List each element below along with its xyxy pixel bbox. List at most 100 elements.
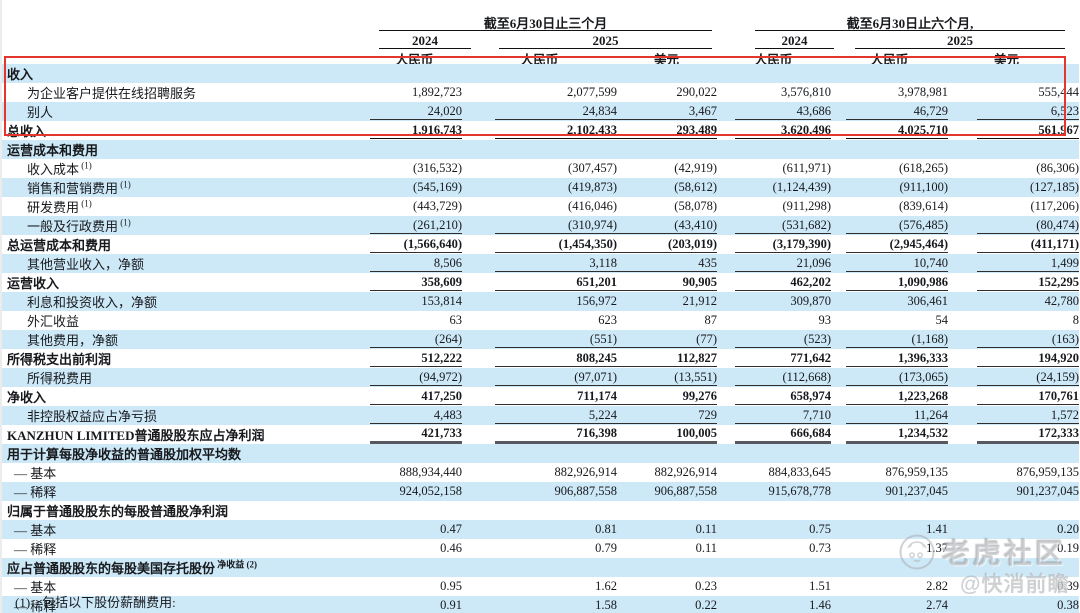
value-cell: 112,827 — [617, 349, 717, 368]
footnote-text: 包括以下股份薪酬费用: — [42, 595, 176, 610]
value-cell: 1.58 — [595, 598, 617, 612]
value-cell: 5,224 — [462, 406, 617, 425]
value-cell: 10,740 — [831, 254, 948, 273]
year-header-2024-q6: 2024 — [755, 33, 834, 49]
table-row: KANZHUN LIMITED普通股股东应占净利润 421,733 716,398 1… — [2, 425, 1079, 444]
value-cell: 924,052,158 — [399, 484, 463, 498]
value-cell: 915,678,778 — [768, 484, 832, 498]
currency-header-rmb-3: 人民币 — [754, 53, 793, 67]
value-cell: 2.74 — [926, 598, 948, 612]
currency-header-rmb-4: 人民币 — [870, 53, 909, 67]
row-label: 总收入 — [7, 124, 47, 139]
section-row: 归属于普通股股东的每股普通股净利润 — [2, 501, 1079, 520]
value-cell — [716, 140, 831, 159]
value-cell: 1.46 — [809, 598, 831, 612]
row-label: 收入成本 (1) — [27, 160, 92, 177]
table-row: 所得税费用 (94,972) (97,071) (13,551) (112,668) (1… — [2, 368, 1079, 387]
value-cell: 716,398 — [462, 425, 617, 444]
value-cell: 651,201 — [462, 273, 617, 292]
value-cell: 906,887,558 — [654, 484, 718, 498]
statement-table: 收入 为企业客户提供在线招聘服务 1,892,723 2,077,599 290,022… — [2, 64, 1079, 613]
value-cell — [948, 140, 1079, 159]
value-cell — [831, 444, 948, 463]
value-cell: 1.62 — [595, 579, 617, 593]
row-label: — 稀释 — [14, 599, 57, 613]
table-row: 其他费用，净额 (264) (551) (77) (523) (1,168) (163) — [2, 330, 1079, 349]
year-header-2024-q3: 2024 — [379, 33, 471, 49]
table-row: — 基本 0.47 0.81 0.11 0.75 1.41 0.20 — [2, 520, 1079, 539]
value-cell — [831, 64, 948, 83]
value-cell: 1,396,333 — [831, 349, 948, 368]
value-cell: 0.91 — [440, 598, 462, 612]
value-cell: 555,444 — [1038, 85, 1079, 99]
currency-header-usd-1: 美元 — [653, 53, 679, 67]
value-cell: 309,870 — [790, 294, 831, 308]
row-label: 总运营成本和费用 — [7, 238, 112, 253]
value-cell: 888,934,440 — [399, 465, 463, 479]
value-cell: 99,276 — [617, 387, 717, 406]
row-label: 收入 — [7, 67, 34, 82]
value-cell: 21,096 — [716, 254, 831, 273]
value-cell: (611,971) — [782, 161, 832, 175]
value-cell: (1,124,439) — [772, 180, 831, 194]
value-cell: (86,306) — [1036, 161, 1079, 175]
value-cell — [364, 64, 462, 83]
value-cell — [364, 444, 462, 463]
value-cell: (3,179,390) — [716, 235, 831, 254]
value-cell: 884,833,645 — [768, 465, 832, 479]
value-cell: 63 — [449, 313, 463, 327]
value-cell: (264) — [364, 330, 462, 349]
value-cell: (310,974) — [462, 216, 617, 235]
value-cell: 0.38 — [1057, 598, 1079, 612]
row-label: — 稀释 — [14, 542, 57, 557]
value-cell: 512,222 — [364, 349, 462, 368]
value-cell: (911,298) — [782, 199, 832, 213]
table-row: — 基本 0.95 1.62 0.23 1.51 2.82 0.39 — [2, 577, 1079, 596]
value-cell: (416,046) — [568, 199, 617, 213]
row-label: 所得税费用 — [27, 371, 93, 386]
value-cell: 729 — [617, 406, 717, 425]
row-label: 利息和投资收入，净额 — [27, 295, 158, 310]
currency-header-rmb-2: 人民币 — [520, 53, 559, 67]
value-cell: 21,912 — [682, 294, 717, 308]
value-cell: 666,684 — [716, 425, 831, 444]
value-cell: (261,210) — [364, 216, 462, 235]
table-row: 为企业客户提供在线招聘服务 1,892,723 2,077,599 290,022 3,… — [2, 83, 1079, 102]
value-cell: (24,159) — [948, 368, 1079, 387]
value-cell — [948, 64, 1079, 83]
value-cell: 421,733 — [364, 425, 462, 444]
value-cell: 771,642 — [716, 349, 831, 368]
value-cell: (80,474) — [948, 216, 1079, 235]
value-cell: 435 — [617, 254, 717, 273]
value-cell: 876,959,135 — [1016, 465, 1080, 479]
table-row: 非控股权益应占净亏损 4,483 5,224 729 7,710 11,264 1,572 — [2, 406, 1079, 425]
value-cell: (97,071) — [462, 368, 617, 387]
value-cell: 3,467 — [617, 102, 717, 121]
value-cell: (77) — [617, 330, 717, 349]
value-cell: (839,614) — [899, 199, 948, 213]
value-cell: 90,905 — [617, 273, 717, 292]
value-cell: (411,171) — [948, 235, 1079, 254]
row-label: — 基本 — [14, 580, 57, 595]
value-cell — [617, 501, 716, 520]
value-cell: 808,245 — [462, 349, 617, 368]
value-cell: 54 — [935, 313, 949, 327]
value-cell: 0.79 — [595, 541, 617, 555]
value-cell — [716, 444, 831, 463]
value-cell: 290,022 — [676, 85, 717, 99]
row-label: 用于计算每股净收益的普通股加权平均数 — [7, 447, 242, 462]
row-label: 一般及行政费用 (1) — [27, 217, 131, 234]
value-cell: 561,967 — [948, 121, 1079, 140]
value-cell: 1,223,268 — [831, 387, 948, 406]
value-cell: (127,185) — [1030, 180, 1079, 194]
value-cell: (531,682) — [716, 216, 831, 235]
value-cell: 1,916,743 — [364, 121, 462, 140]
value-cell: (443,729) — [413, 199, 462, 213]
year-header-2025-q6: 2025 — [855, 33, 1065, 49]
value-cell: 0.11 — [695, 522, 717, 536]
value-cell: (58,612) — [674, 180, 717, 194]
value-cell: (43,410) — [617, 216, 717, 235]
value-cell — [364, 501, 462, 520]
value-cell — [364, 558, 462, 577]
